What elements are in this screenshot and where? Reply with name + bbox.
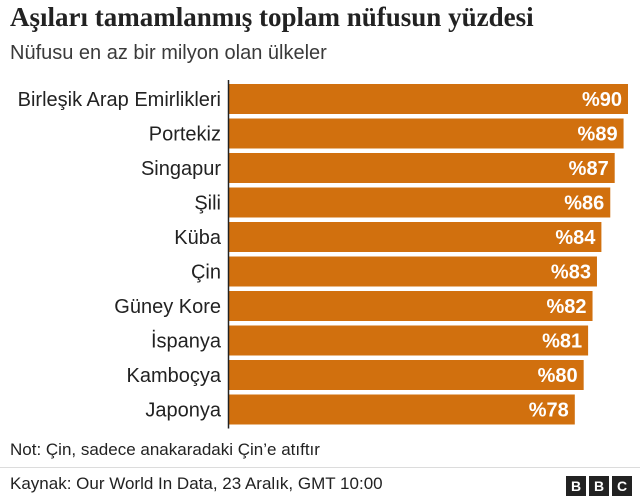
category-label: Çin — [191, 262, 221, 284]
value-label: %82 — [547, 296, 587, 318]
footnote: Not: Çin, sadece anakaradaki Çin’e atıft… — [10, 440, 320, 459]
category-label: Güney Kore — [114, 296, 221, 318]
category-label: Japonya — [145, 400, 221, 422]
value-label: %80 — [538, 365, 578, 387]
bar — [229, 360, 584, 390]
category-label: Portekiz — [149, 124, 221, 146]
bbc-logo-letter: B — [566, 476, 586, 496]
category-label: İspanya — [151, 330, 222, 353]
category-label: Kamboçya — [127, 365, 222, 387]
bar — [229, 153, 615, 183]
bar-chart: Birleşik Arap Emirlikleri %90 Portekiz %89 S… — [18, 80, 628, 429]
value-label: %81 — [542, 331, 582, 353]
bar — [229, 84, 628, 114]
bar — [229, 291, 593, 321]
footer-divider — [0, 467, 640, 468]
category-label: Birleşik Arap Emirlikleri — [18, 89, 221, 111]
value-label: %90 — [582, 89, 622, 111]
category-label: Singapur — [141, 158, 221, 180]
category-label: Şili — [194, 193, 221, 215]
bbc-logo: B B C — [566, 476, 632, 496]
value-label: %83 — [551, 262, 591, 284]
chart-subtitle: Nüfusu en az bir milyon olan ülkeler — [10, 42, 327, 64]
bbc-logo-letter: C — [612, 476, 632, 496]
bar — [229, 394, 575, 425]
value-label: %87 — [569, 158, 609, 180]
value-label: %78 — [529, 400, 569, 422]
bar — [229, 325, 589, 356]
chart-title: Aşıları tamamlanmış toplam nüfusun yüzde… — [10, 2, 534, 32]
value-label: %89 — [578, 124, 618, 146]
value-label: %86 — [564, 193, 604, 215]
bar — [229, 187, 611, 218]
bar — [229, 256, 597, 287]
value-label: %84 — [555, 227, 596, 249]
bbc-logo-letter: B — [589, 476, 609, 496]
source-credit: Kaynak: Our World In Data, 23 Aralık, GM… — [10, 474, 383, 493]
bar — [229, 118, 624, 149]
bar — [229, 222, 602, 252]
category-label: Küba — [174, 227, 222, 249]
